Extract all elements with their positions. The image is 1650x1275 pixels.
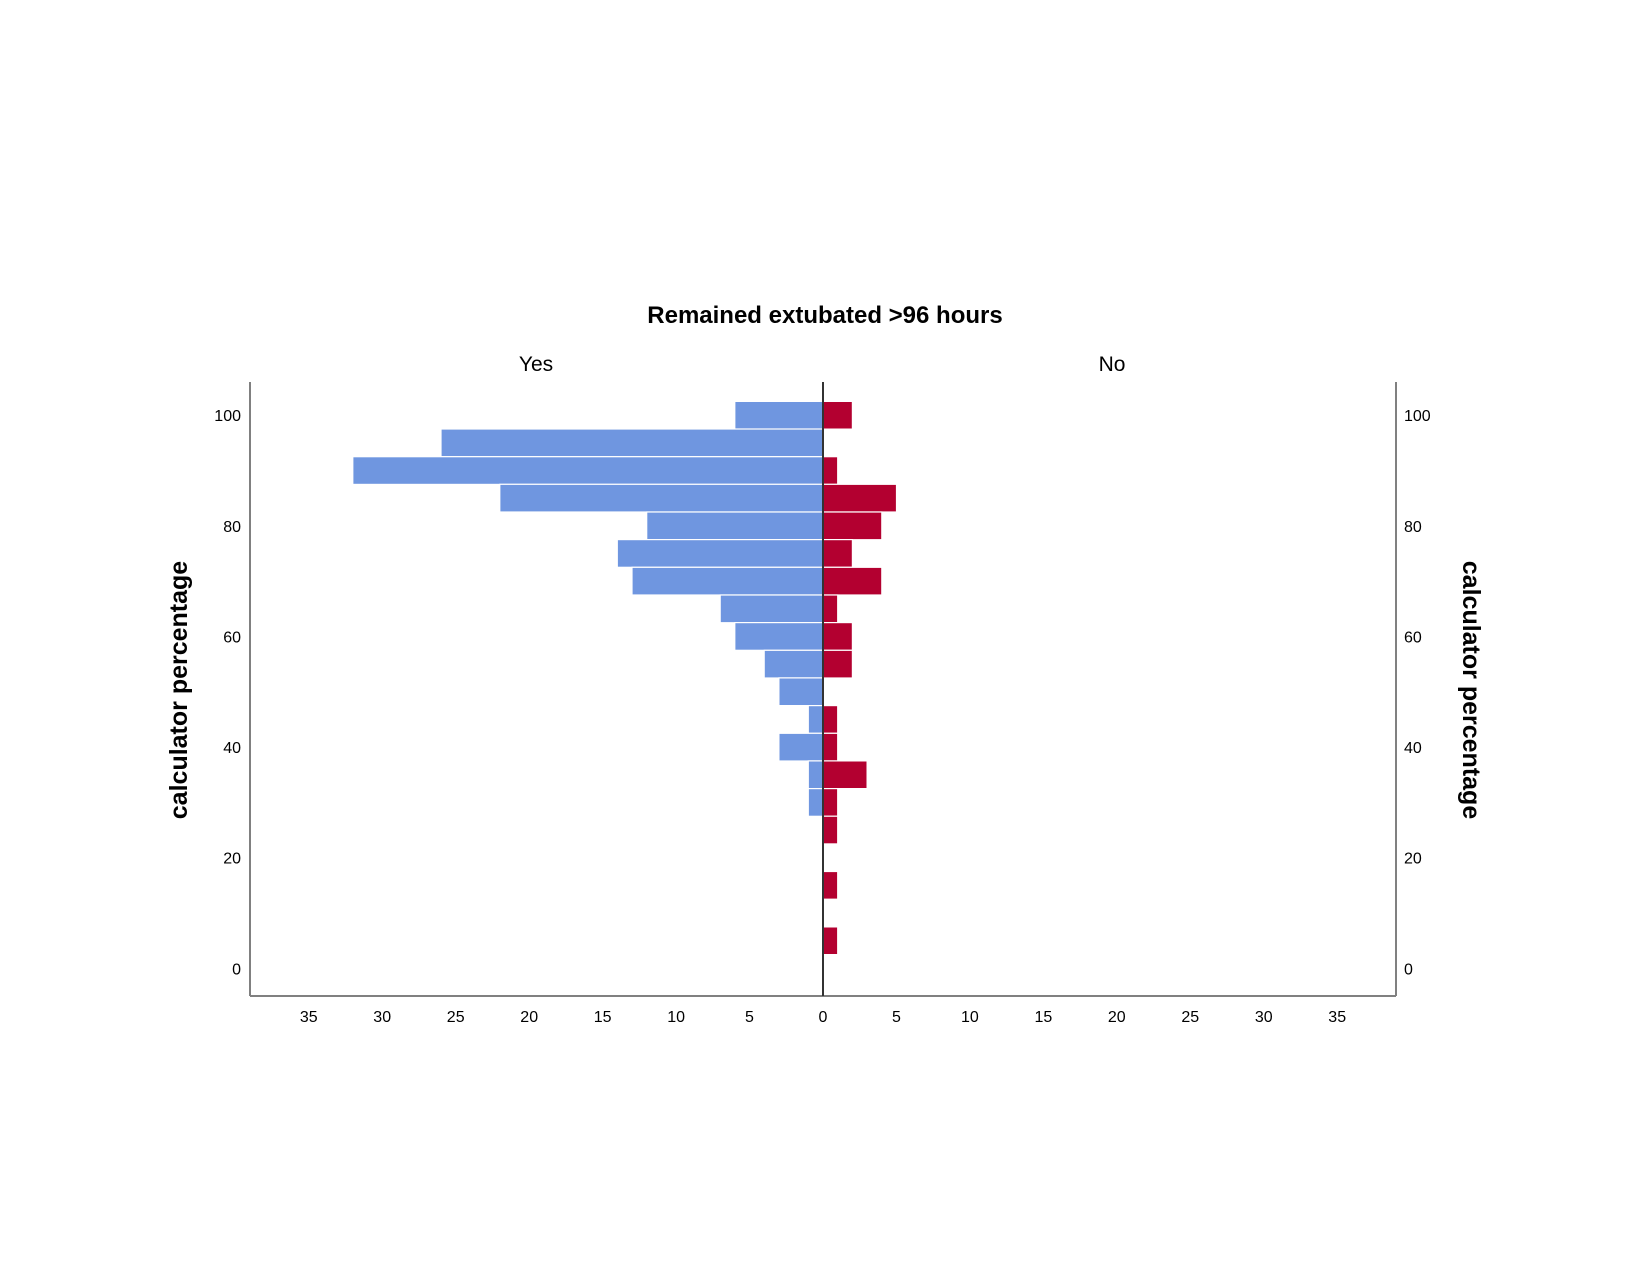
y-tick-left-80: 80	[223, 519, 241, 536]
bar-no-60	[822, 621, 853, 651]
y-axis-title-left: calculator percentage	[165, 561, 193, 820]
bar-no-65	[822, 594, 839, 624]
x-tick-yes-35: 35	[300, 1009, 318, 1026]
x-tick-no-10: 10	[961, 1009, 979, 1026]
bar-yes-30	[807, 787, 824, 817]
panel-label-yes: Yes	[519, 353, 553, 376]
bar-yes-65	[719, 594, 824, 624]
y-tick-left-20: 20	[223, 851, 241, 868]
x-tick-yes-25: 25	[447, 1009, 465, 1026]
bar-yes-45	[807, 704, 824, 734]
bar-no-70	[822, 566, 883, 596]
bar-yes-90	[352, 456, 824, 486]
bar-no-35	[822, 760, 868, 790]
x-tick-no-25: 25	[1181, 1009, 1199, 1026]
bar-yes-85	[499, 483, 824, 513]
y-tick-left-0: 0	[232, 961, 241, 978]
x-tick-no-5: 5	[892, 1009, 901, 1026]
y-tick-right-40: 40	[1404, 740, 1422, 757]
bar-yes-100	[734, 400, 824, 430]
bar-yes-95	[440, 428, 824, 458]
bar-no-100	[822, 400, 853, 430]
y-tick-right-0: 0	[1404, 961, 1413, 978]
x-tick-yes-5: 5	[745, 1009, 754, 1026]
bar-no-85	[822, 483, 898, 513]
bar-no-30	[822, 787, 839, 817]
ticks-layer: 0 0 20 20 40 40 60 60 80 80 100 100 35 30 25 20 15 10 5 0 5 1…	[214, 408, 1431, 1026]
x-tick-yes-30: 30	[373, 1009, 391, 1026]
x-tick-no-35: 35	[1328, 1009, 1346, 1026]
bar-yes-75	[616, 538, 824, 568]
y-tick-left-40: 40	[223, 740, 241, 757]
bar-yes-50	[778, 677, 824, 707]
bar-yes-70	[631, 566, 824, 596]
bar-no-75	[822, 538, 853, 568]
bars-layer	[352, 400, 898, 956]
bar-no-55	[822, 649, 853, 679]
x-tick-yes-10: 10	[667, 1009, 685, 1026]
x-tick-center-0: 0	[819, 1009, 828, 1026]
panel-label-no: No	[1099, 353, 1126, 376]
y-tick-right-20: 20	[1404, 851, 1422, 868]
axes-layer	[249, 382, 1397, 997]
bar-yes-40	[778, 732, 824, 762]
x-tick-no-30: 30	[1255, 1009, 1273, 1026]
bar-no-45	[822, 704, 839, 734]
y-axis-title-right: calculator percentage	[1457, 561, 1485, 820]
chart-title: Remained extubated >96 hours	[647, 302, 1002, 329]
y-tick-left-100: 100	[214, 408, 241, 425]
bar-yes-60	[734, 621, 824, 651]
x-tick-no-15: 15	[1035, 1009, 1053, 1026]
bar-no-40	[822, 732, 839, 762]
bar-no-15	[822, 870, 839, 900]
bar-no-5	[822, 926, 839, 956]
bar-yes-35	[807, 760, 824, 790]
x-tick-yes-20: 20	[520, 1009, 538, 1026]
y-tick-left-60: 60	[223, 629, 241, 646]
bar-yes-55	[763, 649, 824, 679]
y-tick-right-60: 60	[1404, 629, 1422, 646]
bar-yes-80	[646, 511, 824, 541]
x-tick-yes-15: 15	[594, 1009, 612, 1026]
bar-no-80	[822, 511, 883, 541]
bar-no-25	[822, 815, 839, 845]
y-tick-right-80: 80	[1404, 519, 1422, 536]
bar-no-90	[822, 456, 839, 486]
x-tick-no-20: 20	[1108, 1009, 1126, 1026]
y-tick-right-100: 100	[1404, 408, 1431, 425]
